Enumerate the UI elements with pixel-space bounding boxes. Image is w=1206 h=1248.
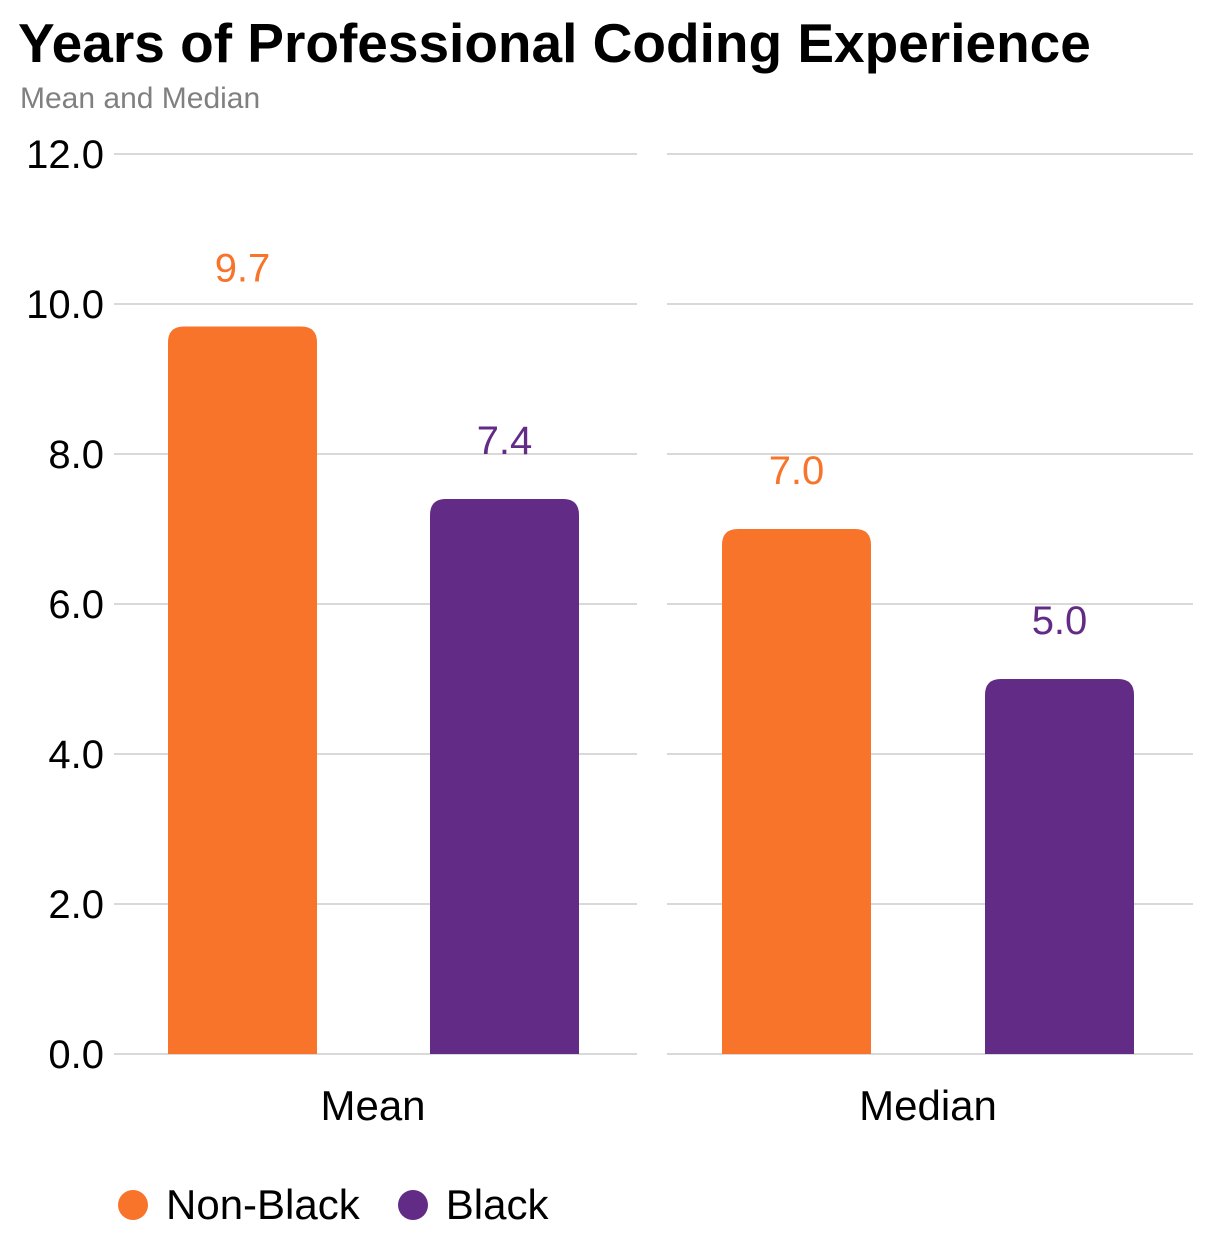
legend-item-black: Black — [397, 1180, 549, 1230]
legend-label-black: Black — [445, 1181, 549, 1228]
bar-non-black-mean — [168, 326, 317, 1054]
y-tick-label: 12.0 — [26, 133, 104, 177]
bar-black-mean — [430, 499, 579, 1054]
data-label-black-mean: 7.4 — [477, 419, 533, 463]
y-tick-label: 0.0 — [48, 1033, 104, 1077]
bar-non-black-median — [722, 529, 871, 1054]
y-tick-label: 10.0 — [26, 283, 104, 327]
chart-subtitle: Mean and Median — [20, 82, 261, 115]
bar-black-median — [985, 679, 1134, 1054]
y-tick-label: 6.0 — [48, 583, 104, 627]
y-tick-label: 4.0 — [48, 733, 104, 777]
chart-title: Years of Professional Coding Experience — [18, 12, 1091, 74]
legend: Non-Black Black — [118, 1180, 586, 1230]
legend-swatch-non-black — [118, 1190, 148, 1220]
legend-item-non-black: Non-Black — [118, 1180, 360, 1230]
legend-swatch-black — [397, 1190, 428, 1220]
legend-label-non-black: Non-Black — [166, 1181, 360, 1228]
x-category-label-mean: Mean — [320, 1082, 425, 1129]
bar-chart: 0.0 2.0 4.0 6.0 8.0 10.0 12.0 9.7 7.4 Mean 7.0 5.0 M… — [26, 133, 1193, 1129]
data-label-black-median: 5.0 — [1032, 599, 1088, 643]
y-tick-label: 8.0 — [48, 433, 104, 477]
x-category-label-median: Median — [859, 1082, 997, 1129]
y-tick-label: 2.0 — [48, 883, 104, 927]
data-label-non-black-mean: 9.7 — [215, 247, 271, 291]
data-label-non-black-median: 7.0 — [769, 449, 825, 493]
